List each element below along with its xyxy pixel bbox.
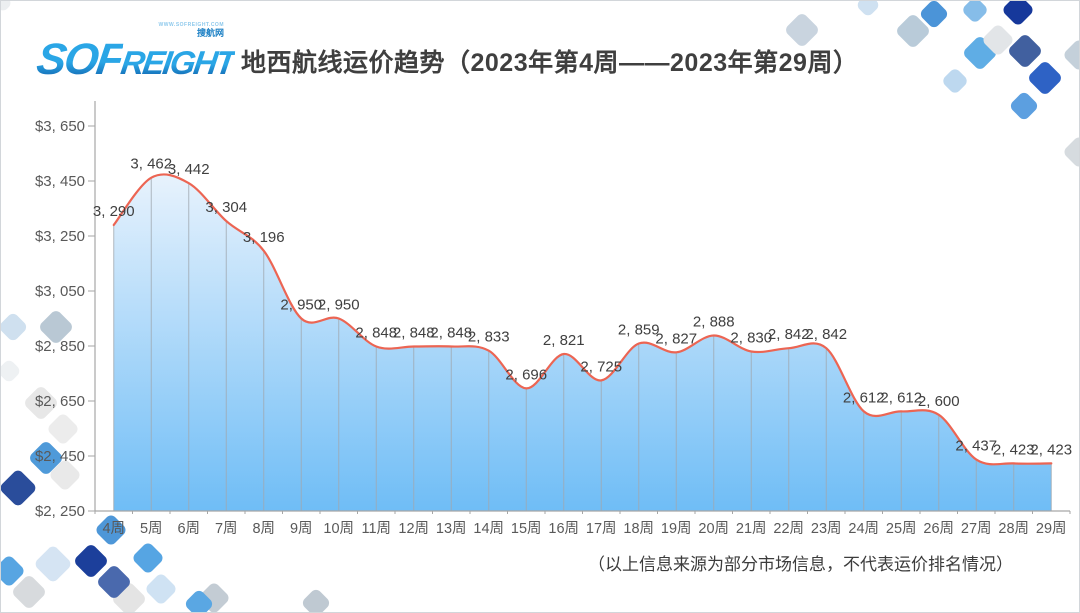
footer-disclaimer: （以上信息来源为部分市场信息，不代表运价排名情况） — [588, 555, 1013, 574]
x-tick-label: 21周 — [736, 521, 767, 537]
x-tick-label: 28周 — [998, 521, 1029, 537]
x-tick-label: 24周 — [848, 521, 879, 537]
data-label: 2, 833 — [468, 329, 510, 346]
y-tick-label: $3, 450 — [35, 173, 85, 190]
logo-subtext: WWW.SOFREIGHT.COM 搜航网 — [34, 23, 224, 38]
data-label: 2, 600 — [918, 393, 960, 410]
trend-line — [112, 173, 1053, 466]
data-label: 3, 442 — [168, 161, 210, 178]
data-label: 2, 696 — [505, 366, 547, 383]
data-label: 3, 290 — [93, 203, 135, 220]
data-label: 2, 423 — [993, 441, 1035, 458]
data-label: 2, 827 — [655, 330, 697, 347]
data-label: 2, 725 — [580, 358, 622, 375]
data-label: 2, 612 — [880, 389, 922, 406]
x-tick-label: 14周 — [473, 521, 504, 537]
x-tick-label: 27周 — [961, 521, 992, 537]
data-label: 3, 462 — [130, 156, 172, 173]
data-label: 2, 859 — [618, 322, 660, 339]
data-label: 2, 950 — [280, 297, 322, 314]
logo-tagline: 搜航网 — [196, 28, 224, 38]
y-tick-label: $3, 050 — [35, 283, 85, 300]
x-tick-label: 13周 — [436, 521, 467, 537]
data-label: 2, 830 — [730, 330, 772, 347]
data-label: 2, 821 — [543, 332, 585, 349]
x-tick-label: 4周 — [102, 521, 125, 537]
data-label: 2, 842 — [768, 326, 810, 343]
data-label: 3, 304 — [205, 199, 247, 216]
x-tick-label: 5周 — [140, 521, 163, 537]
data-label: 2, 848 — [355, 325, 397, 342]
data-label: 2, 842 — [805, 326, 847, 343]
x-tick-label: 9周 — [290, 521, 313, 537]
data-label: 2, 950 — [318, 297, 360, 314]
y-tick-label: $2, 450 — [35, 448, 85, 465]
x-tick-label: 20周 — [698, 521, 729, 537]
y-tick-label: $2, 650 — [35, 393, 85, 410]
area-fill — [113, 174, 1052, 511]
x-tick-label: 17周 — [586, 521, 617, 537]
data-label: 2, 848 — [393, 325, 435, 342]
x-tick-label: 23周 — [811, 521, 842, 537]
data-label: 2, 437 — [955, 438, 997, 455]
logo-url-text: WWW.SOFREIGHT.COM — [158, 22, 224, 28]
data-label: 2, 848 — [430, 325, 472, 342]
x-tick-label: 22周 — [773, 521, 804, 537]
x-tick-label: 7周 — [215, 521, 238, 537]
x-tick-label: 12周 — [398, 521, 429, 537]
y-tick-label: $2, 250 — [35, 503, 85, 520]
y-tick-label: $2, 850 — [35, 338, 85, 355]
x-tick-label: 18周 — [623, 521, 654, 537]
data-label: 3, 196 — [243, 229, 285, 246]
sofreight-logo: WWW.SOFREIGHT.COM 搜航网 SOFREIGHT — [34, 23, 237, 85]
logo-wordmark: SOFREIGHT — [33, 35, 237, 84]
x-tick-label: 11周 — [361, 521, 391, 537]
x-tick-label: 8周 — [252, 521, 275, 537]
x-tick-label: 25周 — [886, 521, 917, 537]
x-tick-label: 29周 — [1036, 521, 1067, 537]
y-tick-label: $3, 250 — [35, 228, 85, 245]
page-title: 地西航线运价趋势（2023年第4周——2023年第29周） — [241, 49, 859, 77]
x-tick-label: 26周 — [923, 521, 954, 537]
x-tick-label: 10周 — [323, 521, 354, 537]
x-tick-label: 16周 — [548, 521, 579, 537]
y-tick-label: $3, 650 — [35, 118, 85, 135]
x-tick-label: 19周 — [661, 521, 692, 537]
data-label: 2, 888 — [693, 314, 735, 331]
data-label: 2, 423 — [1030, 441, 1072, 458]
x-tick-label: 15周 — [511, 521, 542, 537]
x-tick-label: 6周 — [177, 521, 200, 537]
data-label: 2, 612 — [843, 389, 885, 406]
